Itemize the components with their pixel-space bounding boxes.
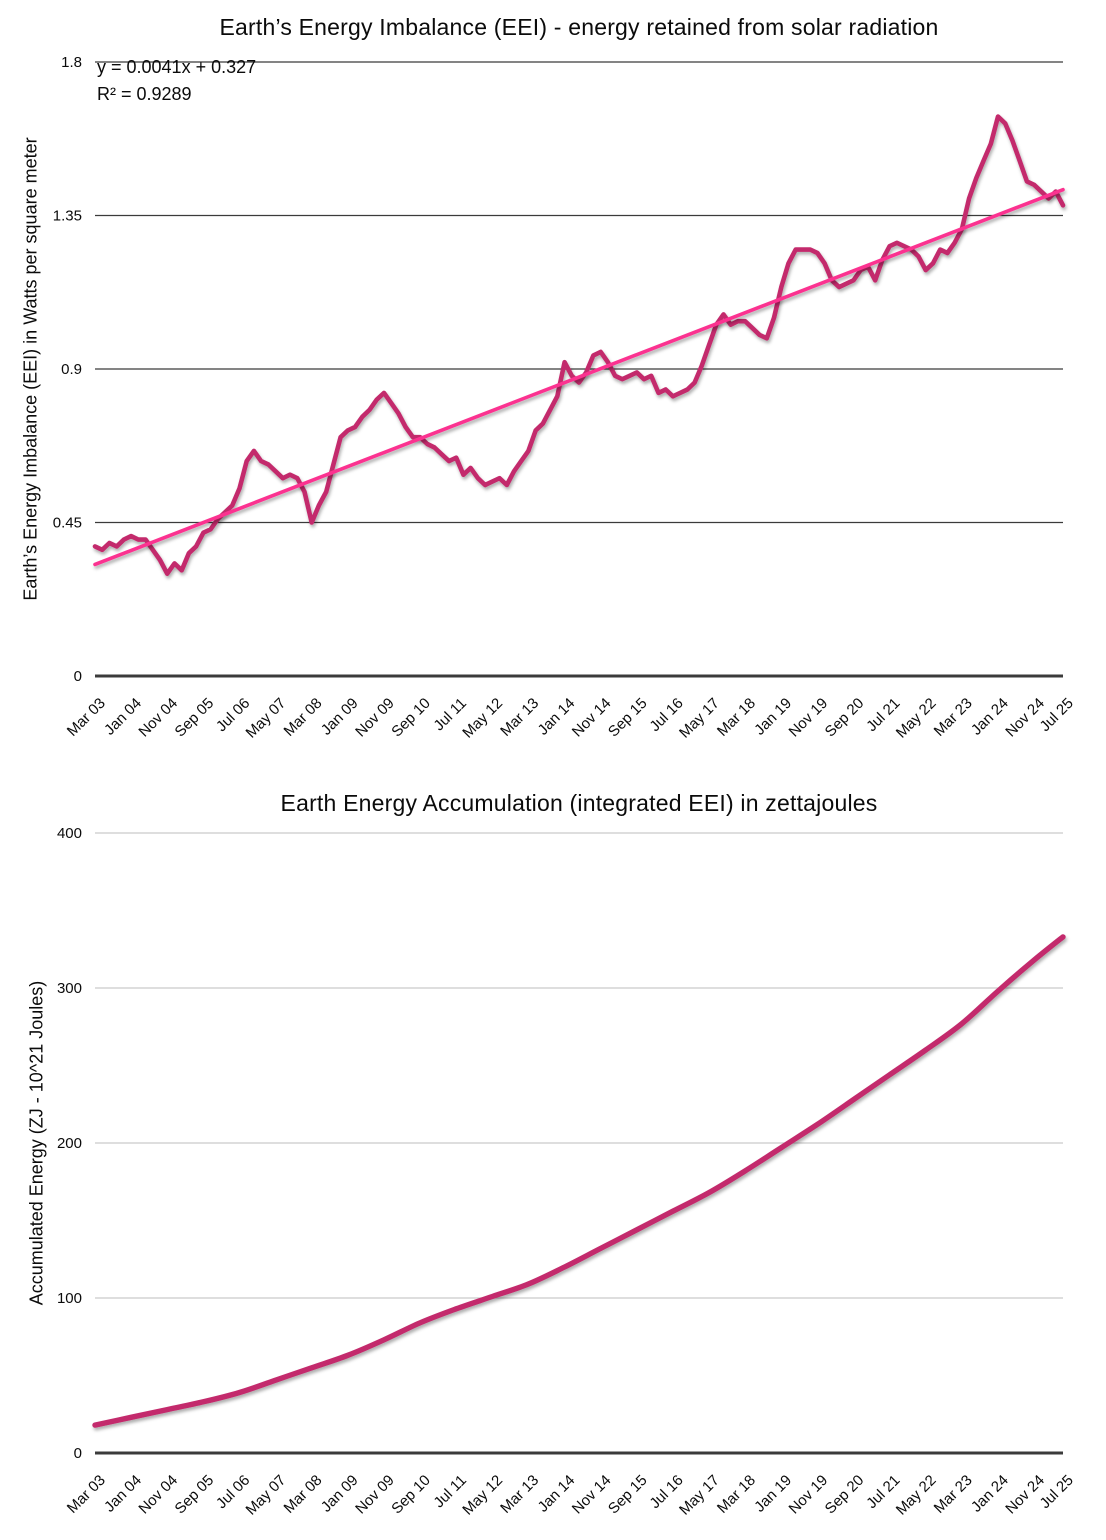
y-tick-label: 0.9 (61, 361, 82, 378)
y-tick-label: 200 (57, 1135, 82, 1152)
x-tick-label: Sep 10 (388, 1472, 434, 1518)
y-tick-label: 0.45 (53, 515, 82, 532)
x-tick-label: Sep 20 (822, 1472, 868, 1518)
x-tick-label: Mar 08 (281, 695, 326, 740)
x-tick-label: Nov 04 (135, 695, 181, 741)
trend-line (93, 187, 1065, 567)
y-tick-label: 1.8 (61, 54, 82, 71)
trendline-equation-label: y = 0.0041x + 0.327 (97, 57, 257, 77)
y-tick-label: 400 (57, 825, 82, 842)
x-tick-label: Mar 03 (64, 1472, 109, 1517)
x-tick-label: Nov 14 (569, 1472, 615, 1518)
x-tick-label: Nov 09 (352, 1472, 398, 1518)
x-tick-label: Mar 03 (64, 695, 109, 740)
x-tick-label: Mar 18 (714, 1472, 759, 1517)
x-tick-label: Mar 23 (931, 1472, 976, 1517)
x-tick-label: May 12 (459, 695, 506, 742)
x-tick-label: Sep 10 (388, 695, 434, 741)
x-tick-label: May 22 (893, 1472, 940, 1519)
x-tick-label: Sep 15 (605, 1472, 651, 1518)
x-tick-label: Nov 09 (352, 695, 398, 741)
x-tick-label: Mar 18 (714, 695, 759, 740)
x-tick-label: Sep 15 (605, 695, 651, 741)
x-tick-label: Mar 13 (497, 695, 542, 740)
accumulated-energy-line (92, 934, 1066, 1428)
eei-chart-title: Earth’s Energy Imbalance (EEI) - energy … (219, 14, 939, 40)
x-tick-label: May 17 (676, 695, 723, 742)
x-tick-label: Mar 13 (497, 1472, 542, 1517)
y-tick-label: 0 (74, 668, 82, 685)
x-tick-label: May 22 (893, 695, 940, 742)
y-tick-label: 100 (57, 1290, 82, 1307)
x-tick-label: May 17 (676, 1472, 723, 1519)
x-tick-label: Sep 05 (172, 695, 218, 741)
x-tick-label: May 12 (459, 1472, 506, 1519)
x-tick-label: Nov 04 (135, 1472, 181, 1518)
x-tick-label: Nov 19 (786, 1472, 832, 1518)
x-tick-label: Mar 23 (931, 695, 976, 740)
accumulation-chart-title: Earth Energy Accumulation (integrated EE… (280, 790, 878, 816)
x-tick-label: Sep 20 (822, 695, 868, 741)
x-tick-label: Nov 19 (786, 695, 832, 741)
y-tick-label: 300 (57, 980, 82, 997)
x-tick-label: Nov 14 (569, 695, 615, 741)
x-tick-label: Jul 25 (1037, 1472, 1077, 1512)
x-tick-label: Jul 25 (1037, 695, 1077, 735)
x-tick-label: May 07 (243, 695, 290, 742)
eei-series-line (92, 114, 1066, 576)
y-tick-label: 0 (74, 1445, 82, 1462)
x-tick-label: Sep 05 (172, 1472, 218, 1518)
trendline-r-squared-label: R² = 0.9289 (97, 84, 192, 104)
x-tick-label: May 07 (243, 1472, 290, 1519)
x-tick-label: Mar 08 (281, 1472, 326, 1517)
eei-y-axis-label: Earth’s Energy Imbalance (EEI) in Watts … (20, 137, 41, 601)
y-tick-label: 1.35 (53, 208, 82, 225)
accumulation-y-axis-label: Accumulated Energy (ZJ - 10^21 Joules) (26, 980, 47, 1306)
